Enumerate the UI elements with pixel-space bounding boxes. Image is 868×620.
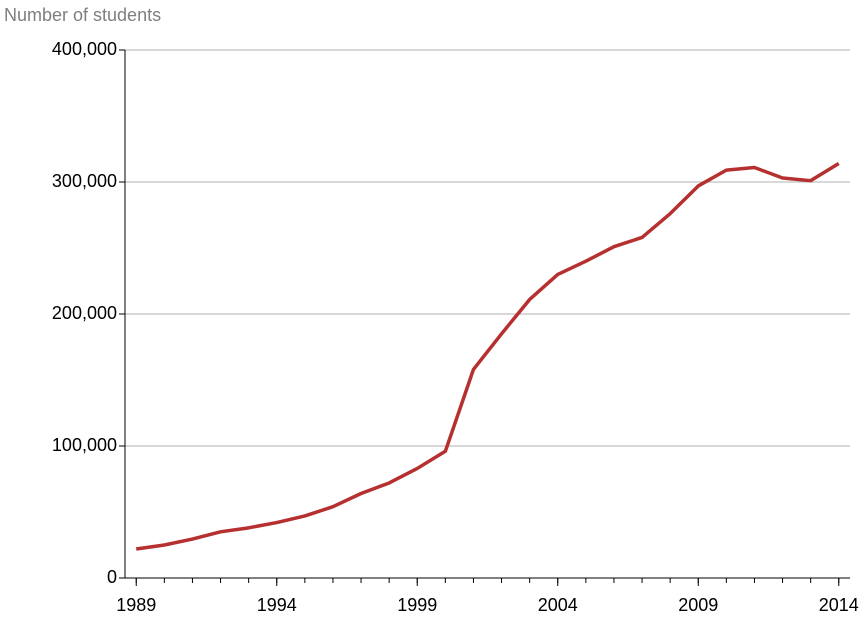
- x-tick-label: 1999: [397, 595, 437, 615]
- y-axis-label: Number of students: [4, 5, 161, 25]
- y-tick-label: 300,000: [52, 171, 117, 191]
- y-tick-label: 200,000: [52, 303, 117, 323]
- x-tick-label: 2014: [819, 595, 859, 615]
- x-tick-label: 2009: [678, 595, 718, 615]
- x-tick-label: 1994: [257, 595, 297, 615]
- data-line: [135, 162, 840, 551]
- x-tick-label: 2004: [538, 595, 578, 615]
- y-tick-label: 0: [107, 567, 117, 587]
- x-tick-label: 1989: [116, 595, 156, 615]
- y-tick-label: 400,000: [52, 39, 117, 59]
- y-tick-label: 100,000: [52, 435, 117, 455]
